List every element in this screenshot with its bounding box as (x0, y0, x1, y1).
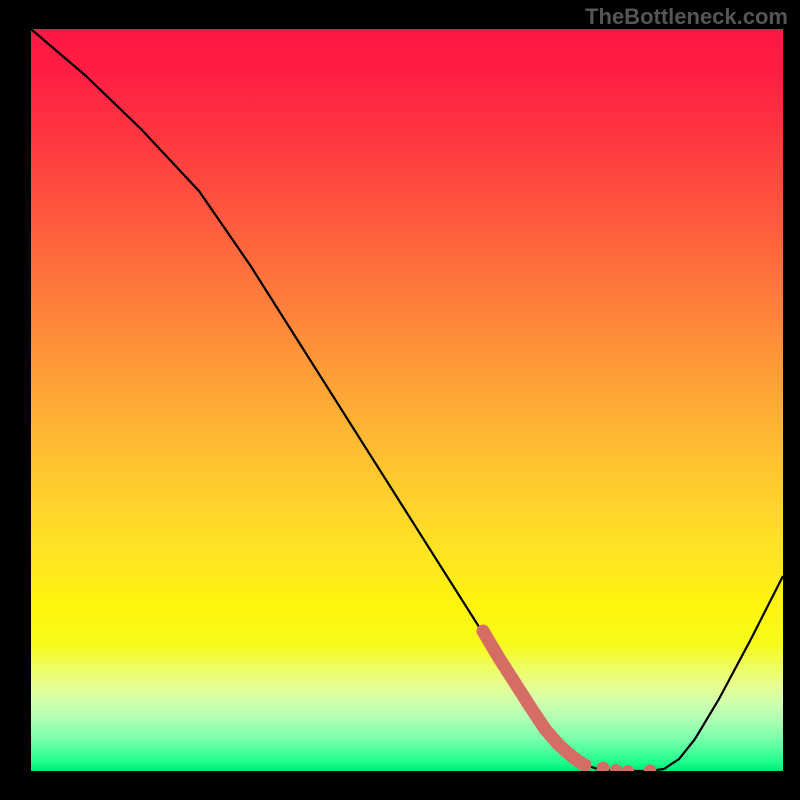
watermark-text: TheBottleneck.com (585, 4, 788, 30)
plot-gradient-background (31, 29, 783, 771)
plot-area (31, 29, 783, 771)
